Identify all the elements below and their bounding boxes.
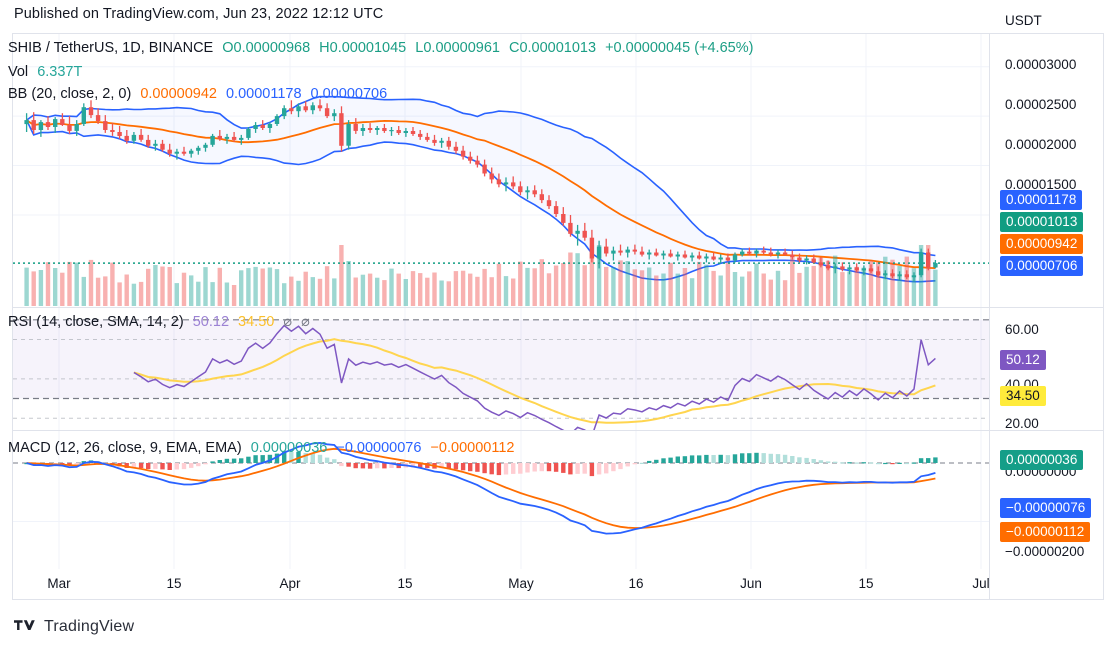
price-tick-0: 0.00003000 [1005,57,1077,72]
published-label: Published on TradingView.com, Jun 23, 20… [14,6,384,22]
x-axis-label-1: 15 [166,576,182,591]
macd-tick-1: −0.00000200 [1005,544,1085,559]
chart-frame [12,33,1104,600]
x-axis-label-0: Mar [47,576,71,591]
x-axis-label-3: 15 [397,576,413,591]
x-axis-label-4: May [508,576,534,591]
bb-basis-badge: 0.00000942 [1000,234,1084,254]
last-price-badge: 0.00001013 [1000,212,1084,232]
x-axis-label-7: 15 [858,576,874,591]
pane-separator-rsi-macd [12,430,1104,431]
price-tick-2: 0.00002000 [1005,137,1077,152]
rsi-sma-badge: 34.50 [1000,386,1046,406]
axis-unit-label: USDT [1005,13,1042,28]
footer: TradingView [14,618,134,636]
macd-line-badge: −0.00000076 [1000,498,1092,518]
bb-lower-badge: 0.00000706 [1000,256,1084,276]
x-axis-label-2: Apr [279,576,301,591]
pane-separator-price-rsi [12,307,1104,308]
brand-name: TradingView [44,618,135,635]
macd-pane[interactable] [13,431,989,569]
price-tick-1: 0.00002500 [1005,97,1077,112]
axis-separator [989,33,990,600]
macd-signal-badge: −0.00000112 [1000,522,1091,542]
bb-upper-badge: 0.00001178 [1000,190,1083,210]
x-axis[interactable]: Mar 15 Apr 15 May 16 Jun 15 Jul [12,570,1104,600]
price-tick-3: 0.00001500 [1005,177,1077,192]
x-axis-label-5: 16 [628,576,644,591]
x-axis-label-6: Jun [740,576,762,591]
rsi-tick-2: 20.00 [1005,416,1039,431]
rsi-pane[interactable] [13,308,989,430]
macd-hist-badge: 0.00000036 [1000,450,1084,470]
tradingview-logo-icon [14,620,35,631]
x-axis-label-8: Jul [972,576,990,591]
price-pane[interactable] [13,34,989,307]
rsi-tick-0: 60.00 [1005,322,1039,337]
rsi-value-badge: 50.12 [1000,350,1046,370]
